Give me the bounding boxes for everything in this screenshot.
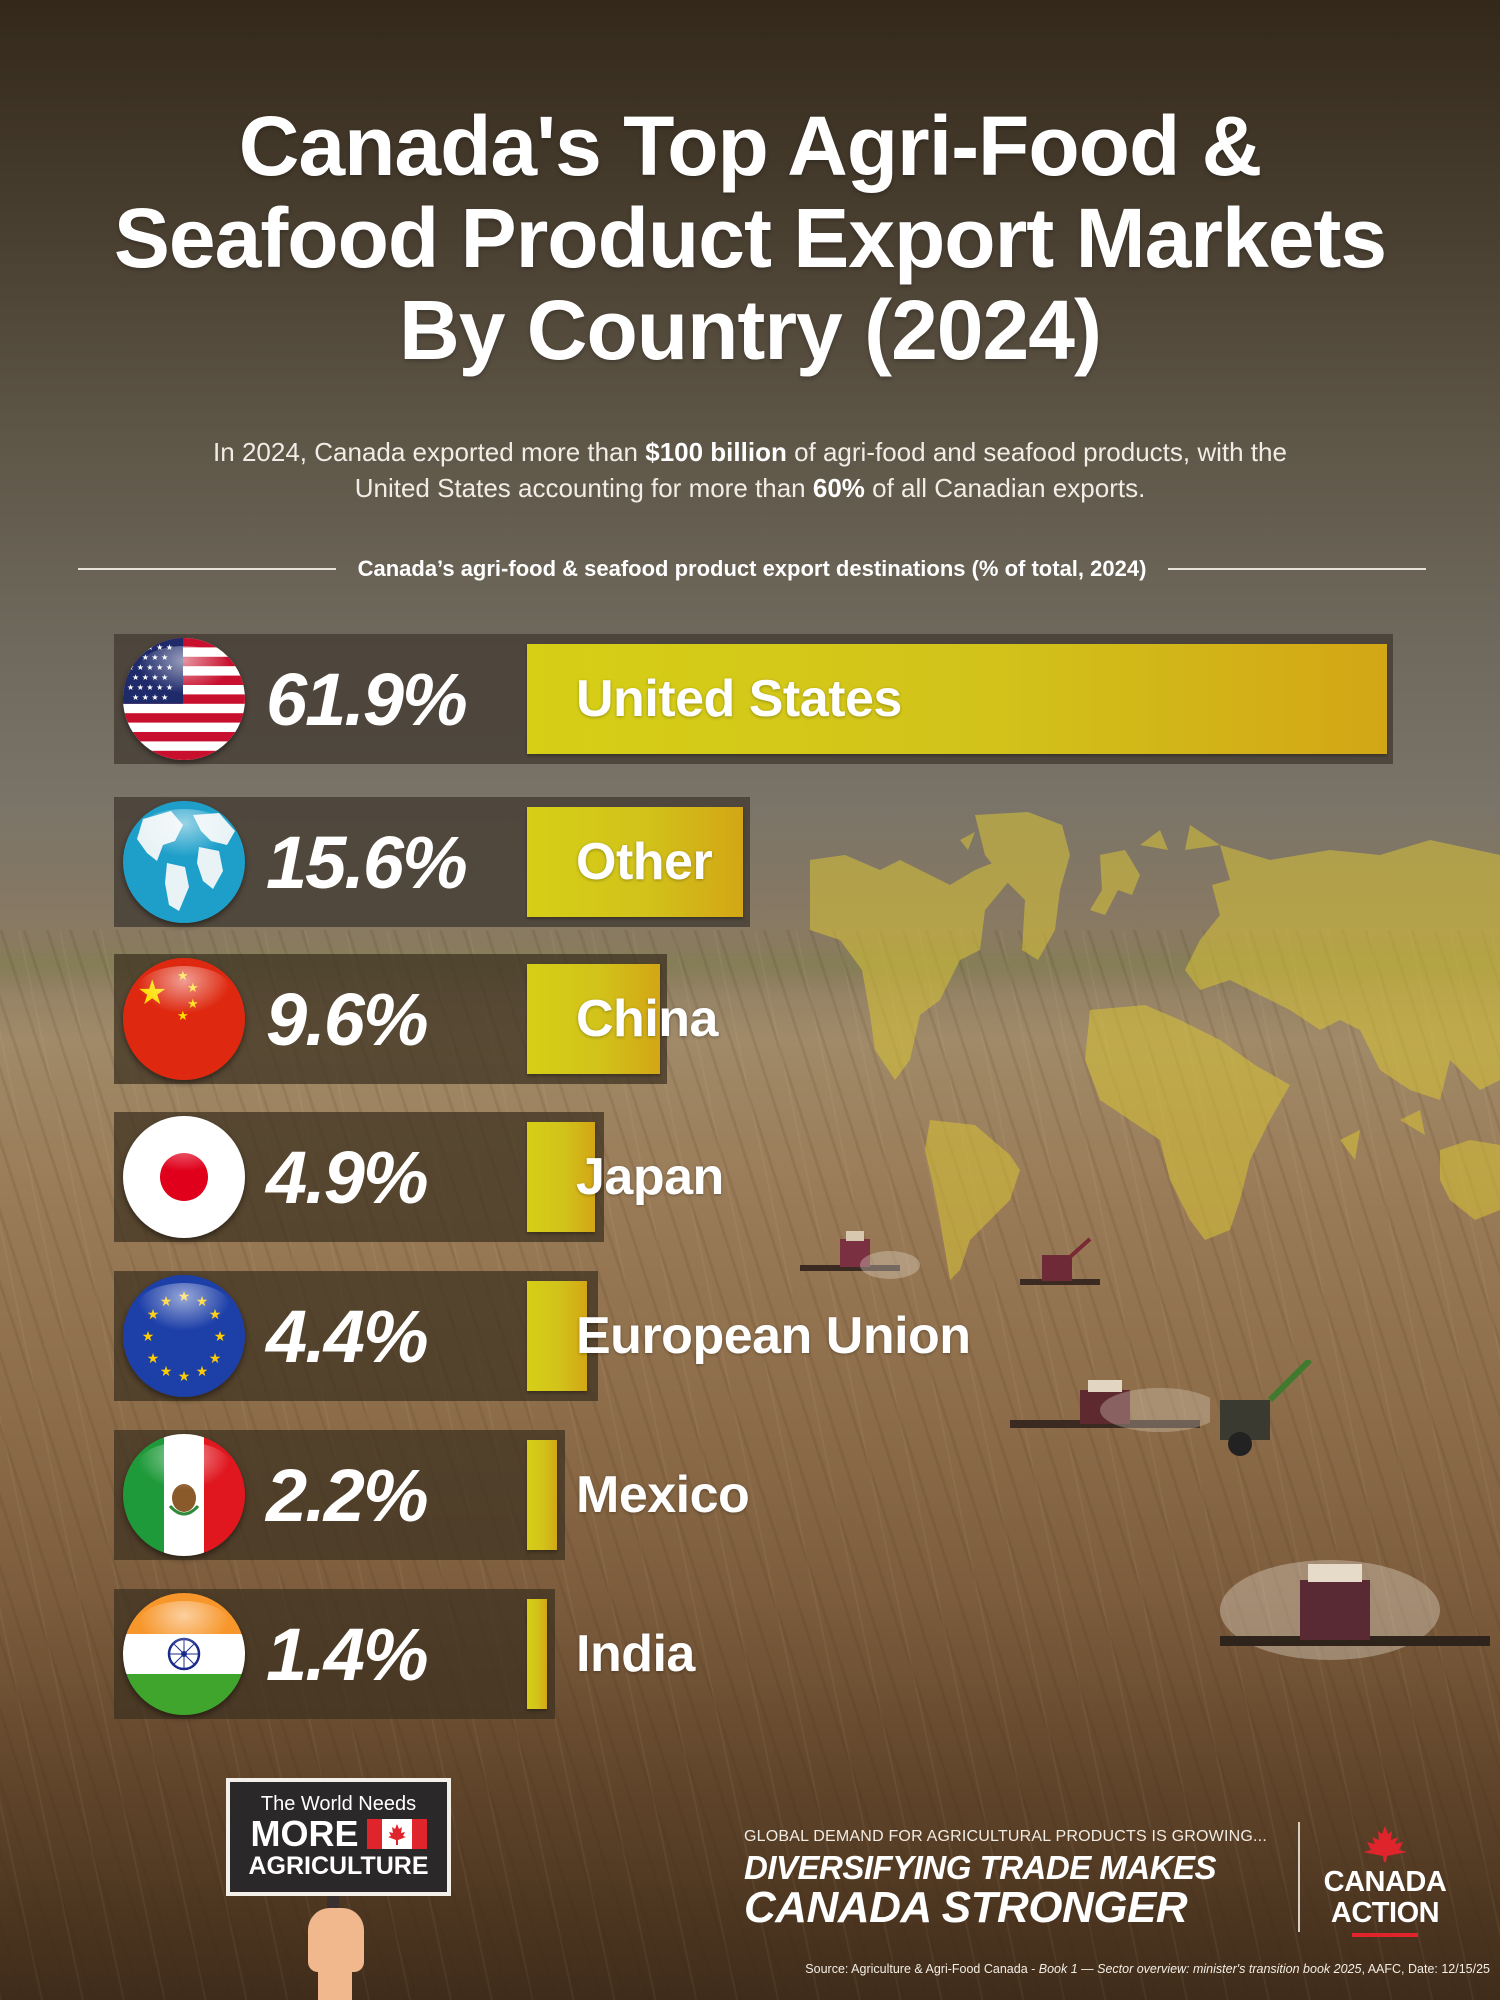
heading-rule-left (78, 568, 336, 570)
china-flag-icon: ★ ★ ★ ★ ★ (123, 958, 245, 1080)
combine-harvester-graphic (1010, 1380, 1210, 1432)
country-label: Other (576, 833, 713, 891)
svg-text:★: ★ (187, 981, 199, 996)
svg-text:★: ★ (196, 1294, 209, 1310)
summary-highlight-percent: 60% (812, 473, 865, 503)
country-label: India (576, 1625, 695, 1683)
canada-flag-icon (366, 1819, 427, 1849)
japan-flag-icon (123, 1116, 245, 1238)
canada-action-logo: CANADA ACTION (1310, 1826, 1460, 1937)
country-label: European Union (576, 1307, 971, 1365)
title-line-3: By Country (2024) (399, 283, 1102, 377)
country-label: Japan (576, 1148, 724, 1206)
percent-value: 4.9% (266, 1136, 429, 1219)
source-citation: Source: Agriculture & Agri-Food Canada -… (700, 1962, 1490, 1976)
svg-text:★: ★ (137, 973, 167, 1013)
sign-line-3: AGRICULTURE (248, 1852, 429, 1880)
summary-highlight-amount: $100 billion (645, 437, 787, 467)
bar (527, 644, 1387, 754)
country-label: United States (576, 670, 902, 728)
svg-text:★: ★ (196, 1364, 209, 1380)
mexico-flag-icon (123, 1434, 245, 1556)
svg-text:★ ★ ★ ★ ★: ★ ★ ★ ★ ★ (127, 643, 173, 652)
percent-value: 61.9% (266, 658, 468, 741)
bar (527, 807, 743, 917)
svg-text:★: ★ (178, 1289, 191, 1305)
usa-flag-icon: ★ ★ ★ ★ ★ ★ ★ ★ ★ ★ ★ ★ ★ ★ ★ ★ ★ ★ ★ ★ ★ ★… (123, 638, 245, 760)
svg-text:★: ★ (177, 1009, 189, 1024)
sign-line-2: MORE (230, 1816, 447, 1852)
chart-heading-text: Canada’s agri-food & seafood product exp… (357, 556, 1147, 581)
world-map-graphic (810, 812, 1500, 1280)
title-line-1: Canada's Top Agri-Food & (238, 99, 1263, 193)
source-title: Book 1 — Sector overview: minister's tra… (1038, 1962, 1362, 1976)
page-title: Canada's Top Agri-Food & Seafood Product… (0, 100, 1500, 376)
divider (1298, 1822, 1300, 1932)
arm-graphic (318, 1960, 352, 2000)
svg-text:★: ★ (209, 1351, 222, 1367)
heading-rule-right (1168, 568, 1426, 570)
svg-text:★ ★ ★ ★ ★: ★ ★ ★ ★ ★ (127, 683, 173, 692)
combine-harvester-graphic (800, 1231, 920, 1279)
tagline-line-3: CANADA STRONGER (744, 1883, 1188, 1932)
percent-value: 2.2% (266, 1454, 429, 1537)
svg-text:★: ★ (209, 1307, 222, 1323)
summary-text-part: of all Canadian exports. (864, 473, 1146, 503)
country-label: China (576, 990, 718, 1048)
logo-line-2: ACTION (1330, 1897, 1440, 1929)
sign-line-1: The World Needs (260, 1793, 417, 1815)
bar (527, 1281, 587, 1391)
tagline-line-2: DIVERSIFYING TRADE MAKES (744, 1849, 1217, 1886)
source-prefix: Source: Agriculture & Agri-Food Canada - (805, 1962, 1039, 1976)
svg-text:★: ★ (177, 969, 189, 984)
percent-value: 9.6% (266, 978, 429, 1061)
bar (527, 1122, 595, 1232)
logo-underline (1352, 1933, 1418, 1937)
summary-text-part: of agri-food and seafood products, with … (786, 437, 1287, 467)
tagline: GLOBAL DEMAND FOR AGRICULTURAL PRODUCTS … (744, 1826, 1274, 1930)
summary-text: In 2024, Canada exported more than $100 … (120, 434, 1380, 506)
globe-icon (123, 801, 245, 923)
bar (527, 1599, 547, 1709)
svg-text:★ ★ ★ ★: ★ ★ ★ ★ (132, 693, 168, 702)
source-suffix: , AAFC, Date: 12/15/25 (1361, 1962, 1490, 1976)
summary-text-part: In 2024, Canada exported more than (213, 437, 646, 467)
svg-text:★: ★ (214, 1329, 227, 1345)
svg-text:★: ★ (142, 1329, 155, 1345)
svg-text:★ ★ ★ ★: ★ ★ ★ ★ (132, 673, 168, 682)
percent-value: 4.4% (266, 1295, 429, 1378)
india-flag-icon (123, 1593, 245, 1715)
tagline-line-1: GLOBAL DEMAND FOR AGRICULTURAL PRODUCTS … (744, 1828, 1267, 1845)
more-agriculture-sign: The World Needs MORE AGRICULTURE (226, 1778, 451, 1896)
svg-text:★ ★ ★ ★ ★: ★ ★ ★ ★ ★ (127, 663, 173, 672)
svg-text:★: ★ (147, 1351, 160, 1367)
country-label: Mexico (576, 1466, 750, 1524)
sign-more-text: MORE (250, 1813, 359, 1854)
maple-leaf-icon (1363, 1826, 1407, 1862)
percent-value: 15.6% (266, 821, 468, 904)
bar (527, 964, 660, 1074)
combine-harvester-graphic (1220, 1560, 1490, 1660)
eu-flag-icon: ★ ★ ★ ★ ★ ★ ★ ★ ★ ★ ★ ★ (123, 1275, 245, 1397)
percent-value: 1.4% (266, 1613, 429, 1696)
combine-harvester-graphic (1020, 1237, 1100, 1285)
bar (527, 1440, 557, 1550)
combine-harvester-graphic (1220, 1360, 1313, 1456)
title-line-2: Seafood Product Export Markets (113, 191, 1387, 285)
svg-text:★: ★ (178, 1369, 191, 1385)
svg-text:★: ★ (160, 1364, 173, 1380)
chart-heading: Canada’s agri-food & seafood product exp… (78, 554, 1426, 584)
svg-text:★: ★ (187, 997, 199, 1012)
svg-text:★: ★ (147, 1307, 160, 1323)
svg-text:★: ★ (160, 1294, 173, 1310)
logo-line-1: CANADA (1323, 1866, 1447, 1898)
summary-text-part: United States accounting for more than (354, 473, 813, 503)
